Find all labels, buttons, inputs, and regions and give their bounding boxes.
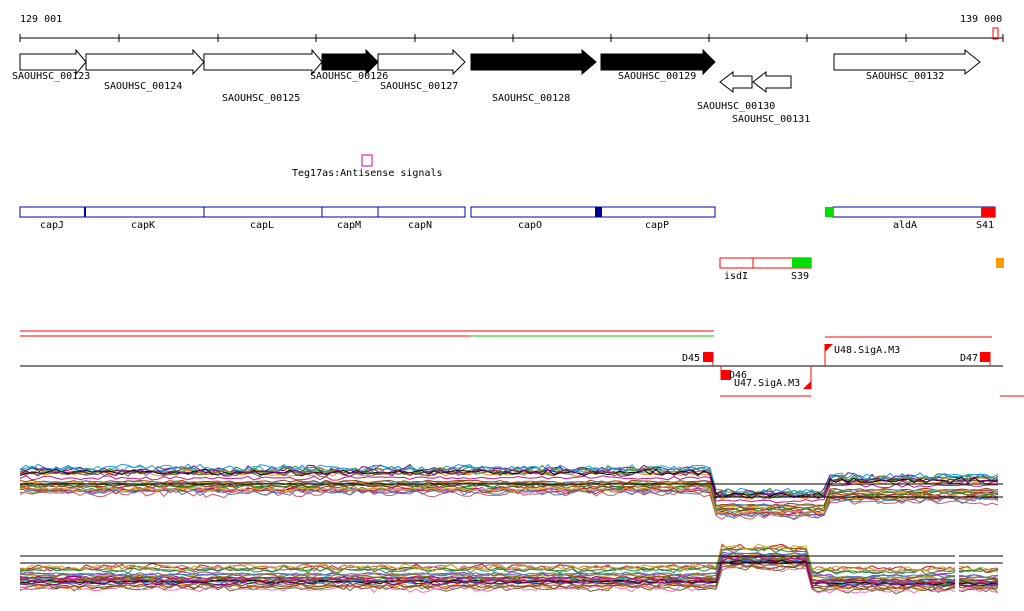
d47-label: D47 xyxy=(960,353,978,364)
expression-line xyxy=(19,486,998,516)
gene-label-00124: SAOUHSC_00124 xyxy=(104,81,182,92)
transcription-units: D45 D46 U47.SigA.M3 U48.SigA.M3 D47 xyxy=(20,330,1024,397)
gene-label-00126: SAOUHSC_00126 xyxy=(310,71,388,82)
gene-name-capn: capN xyxy=(408,220,432,231)
cap-box-dark-segment xyxy=(595,207,602,217)
expression-line xyxy=(19,475,998,504)
u48-marker[interactable] xyxy=(825,344,833,352)
reverse-gene-track: SAOUHSC_00130 SAOUHSC_00131 xyxy=(697,70,810,125)
expression-line xyxy=(19,488,999,520)
alda-green-marker xyxy=(825,207,833,217)
gene-label-00127: SAOUHSC_00127 xyxy=(380,81,458,92)
expression-line xyxy=(19,463,999,498)
gene-label-00128: SAOUHSC_00128 xyxy=(492,93,570,104)
expression-line xyxy=(19,481,999,509)
d47-marker[interactable] xyxy=(980,352,990,362)
expression-line xyxy=(19,553,999,581)
gene-label-00125: SAOUHSC_00125 xyxy=(222,93,300,104)
expression-line xyxy=(19,468,999,499)
expression-line xyxy=(19,552,999,579)
gene-label-00132: SAOUHSC_00132 xyxy=(866,71,944,82)
ruler-viewport-marker[interactable] xyxy=(992,27,999,40)
u48-label: U48.SigA.M3 xyxy=(834,345,900,356)
expression-lines-lower xyxy=(19,543,999,595)
expression-line xyxy=(19,555,999,582)
d45-label: D45 xyxy=(682,353,700,364)
u47-marker[interactable] xyxy=(803,381,811,389)
gene-arrow-00126[interactable] xyxy=(321,48,379,76)
gene-name-capj: capJ xyxy=(40,220,64,231)
expression-panel-upper xyxy=(19,463,1003,521)
cap-box-left[interactable] xyxy=(19,206,466,218)
expr-lower-gap xyxy=(955,553,959,595)
antisense-marker[interactable] xyxy=(361,154,373,167)
gene-arrow-00123[interactable] xyxy=(19,48,87,76)
expression-line xyxy=(19,464,999,497)
gene-name-capo: capO xyxy=(518,220,542,231)
ruler-ticks xyxy=(19,34,1004,42)
gene-arrow-00131[interactable] xyxy=(752,70,792,94)
gene-name-track: capJ capK capL capM capN capO capP aldA … xyxy=(19,206,996,231)
expression-line xyxy=(19,543,999,574)
d46-marker[interactable] xyxy=(721,370,731,380)
forward-gene-track: SAOUHSC_00123 SAOUHSC_00124 SAOUHSC_0012… xyxy=(12,48,981,104)
expression-line xyxy=(19,563,999,592)
gene-name-capp: capP xyxy=(645,220,669,231)
gene-name-s41: S41 xyxy=(976,220,994,231)
isdi-label: isdI xyxy=(724,271,748,282)
d46-label: D46 xyxy=(729,370,747,381)
gene-arrow-00125[interactable] xyxy=(203,48,323,76)
s41-red-marker xyxy=(981,207,995,217)
gene-arrow-00127[interactable] xyxy=(377,48,466,76)
ruler-end-label: 139 000 xyxy=(960,14,1002,25)
gene-name-alda: aldA xyxy=(893,220,917,231)
expression-lines-upper xyxy=(19,463,999,521)
s39-label: S39 xyxy=(791,271,809,282)
gene-label-00129: SAOUHSC_00129 xyxy=(618,71,696,82)
gene-name-capk: capK xyxy=(131,220,155,231)
gene-arrow-00130[interactable] xyxy=(719,70,753,94)
d45-marker[interactable] xyxy=(703,352,713,362)
expression-line xyxy=(19,546,999,575)
u47-label: U47.SigA.M3 xyxy=(734,378,800,389)
gene-name-capl: capL xyxy=(250,220,274,231)
gene-arrow-00128[interactable] xyxy=(470,48,597,76)
expression-line xyxy=(19,485,999,515)
expression-line xyxy=(19,565,999,594)
isd-track: isdI S39 xyxy=(719,257,1004,282)
gene-arrow-00132[interactable] xyxy=(833,48,981,76)
alda-box[interactable] xyxy=(832,206,996,218)
antisense-label: Teg17as:Antisense signals xyxy=(292,168,443,179)
antisense-track: Teg17as:Antisense signals xyxy=(292,154,443,179)
orange-marker xyxy=(996,258,1004,268)
gene-label-00130: SAOUHSC_00130 xyxy=(697,101,775,112)
gene-label-00131: SAOUHSC_00131 xyxy=(732,114,810,125)
gene-name-capm: capM xyxy=(337,220,361,231)
s39-green-marker xyxy=(792,258,811,268)
expression-line xyxy=(19,558,999,585)
expression-line xyxy=(19,543,999,573)
expression-line xyxy=(19,560,999,588)
coordinate-ruler: 129 001 139 000 xyxy=(19,14,1004,42)
expression-line xyxy=(19,483,999,513)
gene-arrow-00129[interactable] xyxy=(600,48,716,76)
expression-line xyxy=(19,482,999,511)
ruler-start-label: 129 001 xyxy=(20,14,62,25)
gene-label-00123: SAOUHSC_00123 xyxy=(12,71,90,82)
expression-panel-lower xyxy=(19,543,1003,595)
cap-box-right[interactable] xyxy=(470,206,716,218)
gene-arrow-00124[interactable] xyxy=(85,48,205,76)
